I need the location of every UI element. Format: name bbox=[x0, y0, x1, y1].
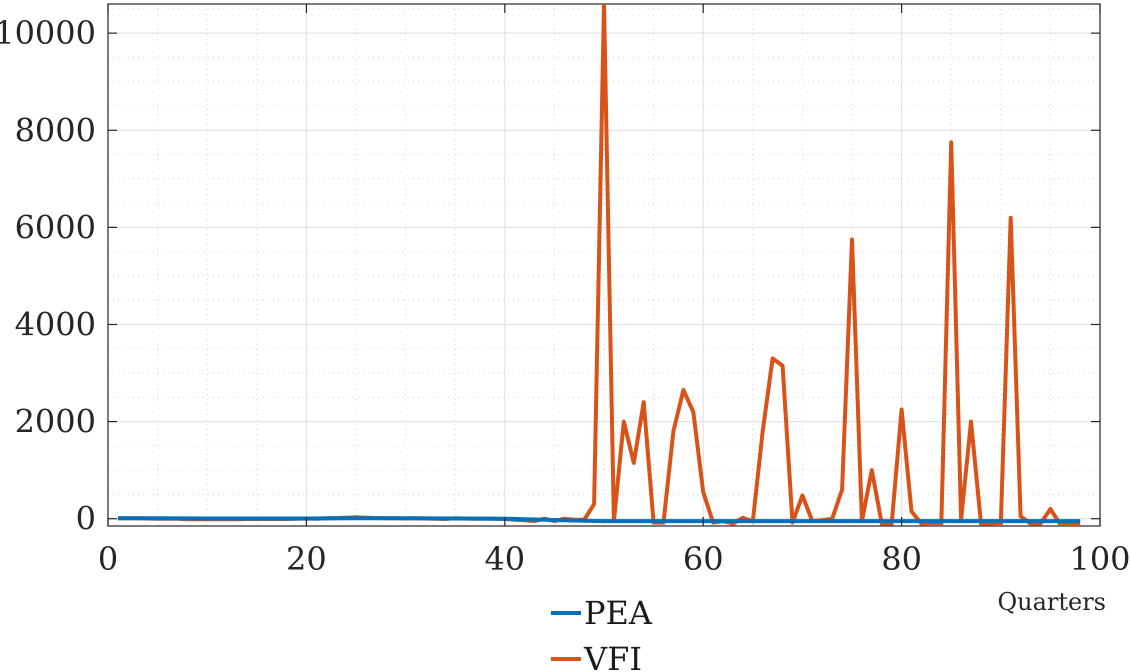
series-line-vfi bbox=[117, 4, 1081, 526]
series-line-pea bbox=[117, 516, 1081, 524]
x-tick-label: 80 bbox=[881, 540, 922, 578]
y-tick-label: 4000 bbox=[15, 305, 96, 343]
y-tick-label: 0 bbox=[76, 500, 96, 538]
y-tick-label: 2000 bbox=[15, 403, 96, 441]
legend-label-pea: PEA bbox=[584, 594, 653, 632]
y-tick-label: 6000 bbox=[15, 208, 96, 246]
legend-label-vfi: VFI bbox=[583, 640, 642, 672]
x-tick-label: 40 bbox=[484, 540, 525, 578]
x-tick-label: 100 bbox=[1069, 540, 1130, 578]
minor-grid bbox=[108, 4, 1100, 526]
y-tick-label: 10000 bbox=[0, 14, 96, 52]
x-axis-title: Quarters bbox=[997, 588, 1106, 616]
x-tick-label: 0 bbox=[98, 540, 118, 578]
x-tick-label: 20 bbox=[286, 540, 327, 578]
series-layer bbox=[117, 4, 1081, 526]
legend: PEA VFI bbox=[551, 594, 653, 672]
x-tick-label: 60 bbox=[683, 540, 724, 578]
y-tick-label: 8000 bbox=[15, 111, 96, 149]
ticks-layer: 0 20 40 60 80 100 0 2000 4000 6000 8000 10000 bbox=[0, 4, 1130, 578]
